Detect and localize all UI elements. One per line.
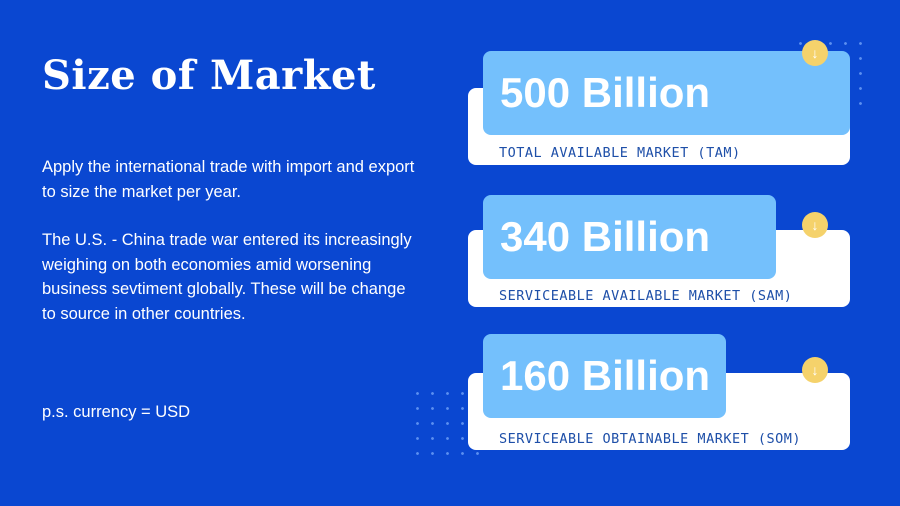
market-caption: TOTAL AVAILABLE MARKET (TAM) bbox=[499, 145, 741, 161]
market-caption: SERVICEABLE AVAILABLE MARKET (SAM) bbox=[499, 288, 793, 304]
market-value: 160 Billion bbox=[500, 352, 711, 399]
trade-war-paragraph: The U.S. - China trade war entered its i… bbox=[42, 231, 412, 323]
slide-title: Size of Market bbox=[42, 52, 376, 99]
market-value: 500 Billion bbox=[500, 69, 711, 116]
market-caption: SERVICEABLE OBTAINABLE MARKET (SOM) bbox=[499, 431, 801, 447]
currency-note: p.s. currency = USD bbox=[42, 403, 191, 421]
intro-paragraph: Apply the international trade with impor… bbox=[42, 158, 415, 201]
arrow-down-icon: ↓ bbox=[802, 357, 828, 383]
market-value: 340 Billion bbox=[500, 213, 711, 260]
market-value-box: 500 Billion bbox=[483, 51, 850, 135]
arrow-down-icon: ↓ bbox=[802, 40, 828, 66]
market-value-box: 160 Billion bbox=[483, 334, 726, 418]
arrow-down-icon: ↓ bbox=[802, 212, 828, 238]
market-value-box: 340 Billion bbox=[483, 195, 776, 279]
